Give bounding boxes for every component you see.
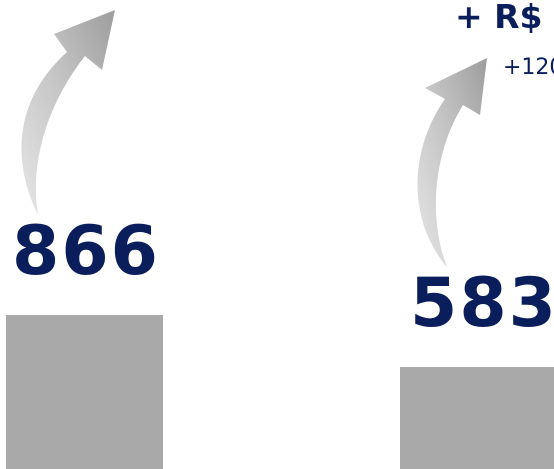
left-value: 866 [12, 212, 160, 291]
headline: + R$ [455, 0, 543, 36]
right-block [400, 367, 554, 469]
subline: +120 [503, 55, 554, 80]
left-block [6, 315, 163, 469]
right-value: 583 [410, 264, 554, 343]
curved-arrow-up-right-icon [417, 58, 487, 267]
curved-arrow-up-right-icon [21, 10, 116, 215]
